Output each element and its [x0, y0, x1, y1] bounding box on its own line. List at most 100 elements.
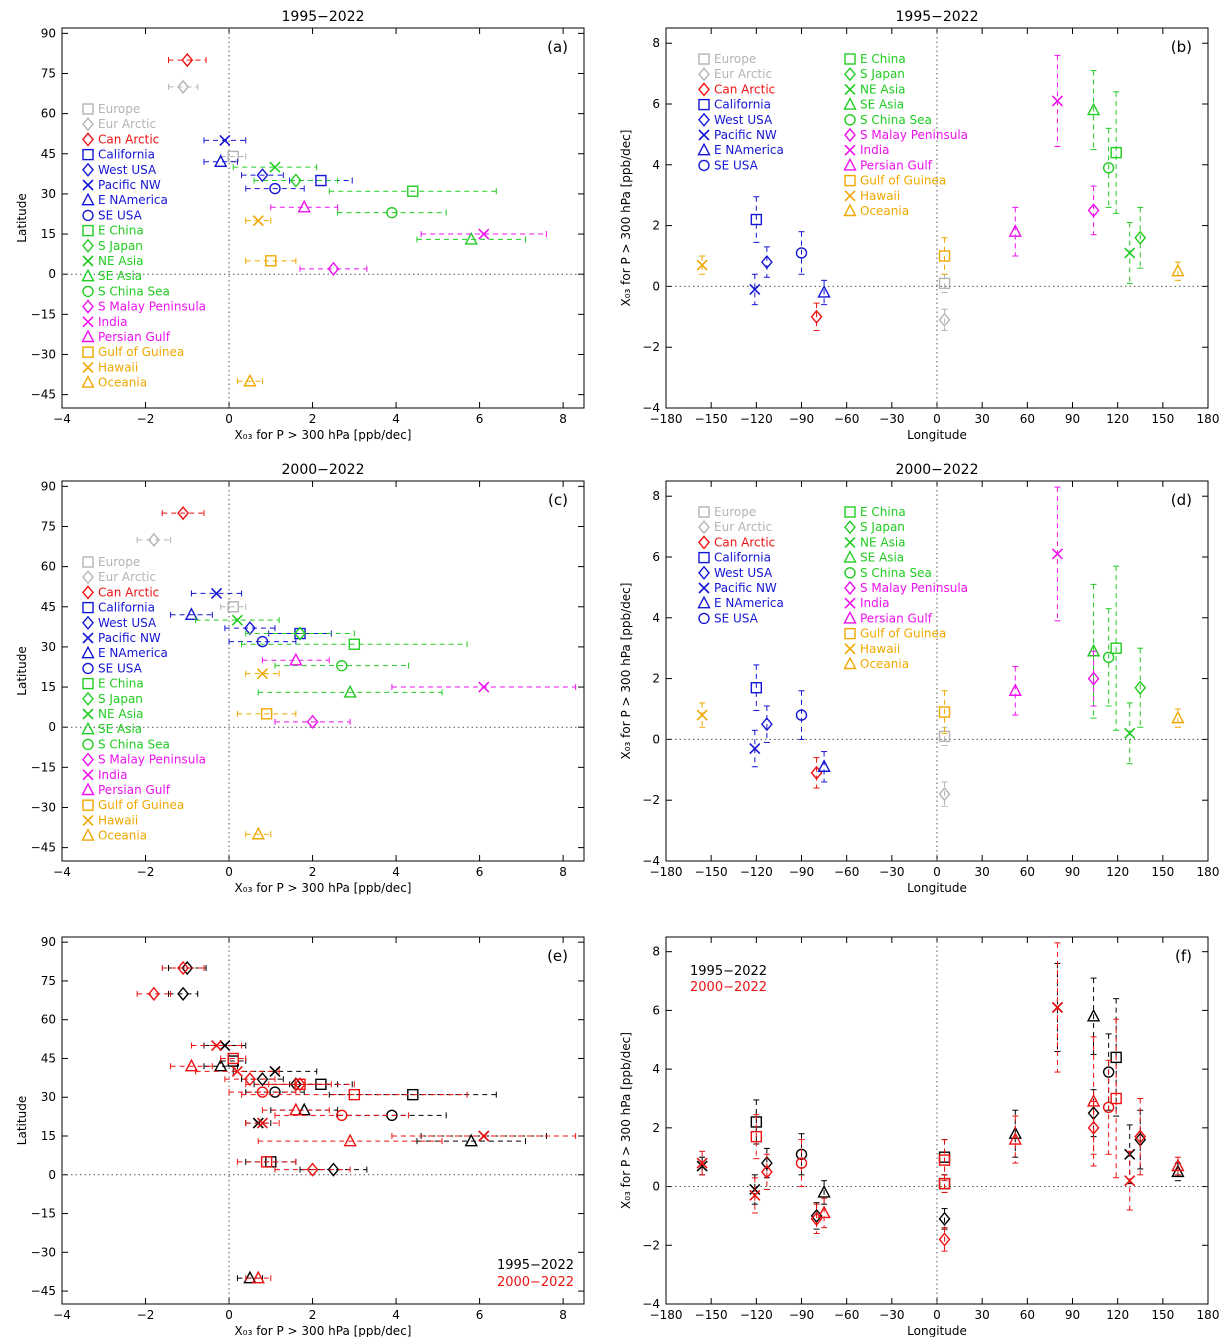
- x-tick-label: 150: [1151, 412, 1174, 426]
- panel-b: −180 −150 −120 −90 −60 −30 0 30 60 90 120 150 180−4−…: [619, 9, 1219, 442]
- legend-e-china-label: E China: [860, 52, 906, 66]
- y-tick-label: −45: [31, 388, 56, 402]
- marker-e-china: [348, 638, 361, 650]
- x-tick-label: 8: [559, 412, 567, 426]
- marker-california: [750, 213, 763, 226]
- legend-se-asia-icon: [843, 550, 857, 563]
- legend-ne-asia-label: NE Asia: [860, 535, 906, 549]
- legend-s-japan-icon: [844, 520, 856, 535]
- legend-s-malay-peninsula-label: S Malay Peninsula: [98, 300, 206, 314]
- marker-west-usa: [244, 621, 256, 636]
- legend-west-usa-label: West USA: [714, 566, 773, 580]
- x-tick-label: 6: [476, 1308, 484, 1322]
- legend-e-namerica-icon: [81, 645, 95, 659]
- x-tick-label: −120: [740, 412, 773, 426]
- marker-e-namerica: [214, 154, 228, 168]
- marker-pacific-nw: [749, 283, 761, 296]
- legend-california-label: California: [714, 98, 771, 112]
- legend-gulf-of-guinea-label: Gulf of Guinea: [860, 174, 946, 188]
- legend-e-china-icon: [82, 224, 94, 237]
- legend-persian-gulf-label: Persian Gulf: [98, 783, 171, 797]
- legend-period-2: 2000−2022: [690, 980, 767, 995]
- y-tick-label: −4: [642, 401, 660, 415]
- marker-gulf-of-guinea: [938, 706, 951, 718]
- marker-hawaii: [252, 215, 264, 227]
- x-tick-label: 2: [309, 1308, 317, 1322]
- legend-e-china-icon: [82, 677, 94, 690]
- legend-can-arctic-label: Can Arctic: [714, 535, 775, 549]
- marker-persian-gulf: [1008, 683, 1022, 696]
- panel-label: (f): [1175, 947, 1192, 965]
- x-tick-label: −4: [53, 865, 71, 879]
- panel-label: (a): [547, 38, 568, 56]
- x-tick-label: 0: [225, 412, 233, 426]
- legend-california-label: California: [714, 551, 771, 565]
- marker-s-japan: [294, 626, 306, 641]
- panel-d: −180 −150 −120 −90 −60 −30 0 30 60 90 120 150 180−4−…: [619, 462, 1219, 895]
- marker-can-arctic: [181, 960, 194, 976]
- marker-s-japan: [294, 1077, 306, 1092]
- y-tick-label: 6: [652, 550, 660, 564]
- marker-india: [478, 228, 490, 240]
- panel-label: (b): [1171, 38, 1192, 56]
- marker-s-china-sea: [1102, 162, 1115, 174]
- legend-europe-icon: [82, 556, 94, 568]
- legend-pacific-nw-label: Pacific NW: [714, 128, 777, 142]
- marker-s-japan: [1134, 680, 1147, 695]
- x-tick-label: 0: [225, 1308, 233, 1322]
- x-tick-label: 6: [476, 865, 484, 879]
- legend-oceania-label: Oceania: [860, 204, 909, 218]
- y-tick-label: 0: [652, 732, 660, 746]
- legend-e-namerica-icon: [697, 142, 711, 156]
- marker-e-china: [348, 1088, 361, 1101]
- y-tick-label: 15: [41, 680, 56, 694]
- marker-california: [750, 1130, 763, 1143]
- x-axis-label: X₀₃ for P > 300 hPa [ppb/dec]: [235, 428, 412, 442]
- y-tick-label: 6: [652, 1003, 660, 1017]
- marker-pacific-nw: [219, 134, 231, 146]
- marker-west-usa: [760, 1164, 773, 1179]
- y-tick-label: −4: [642, 1297, 660, 1311]
- x-tick-label: −90: [789, 865, 814, 879]
- legend-gulf-of-guinea-label: Gulf of Guinea: [98, 798, 184, 812]
- legend-california-label: California: [98, 601, 155, 615]
- plot-frame: [61, 27, 585, 409]
- x-tick-label: −60: [834, 1308, 859, 1322]
- x-tick-label: −2: [137, 412, 155, 426]
- x-tick-label: 30: [975, 865, 990, 879]
- marker-pacific-nw: [210, 587, 223, 599]
- y-tick-label: 75: [41, 66, 56, 80]
- marker-ne-asia: [1124, 247, 1136, 259]
- y-tick-label: −45: [31, 841, 56, 855]
- marker-se-asia: [464, 1133, 478, 1147]
- marker-s-malay-peninsula: [306, 1162, 319, 1177]
- marker-india: [1051, 1001, 1064, 1014]
- marker-india: [478, 1130, 490, 1142]
- legend-hawaii-label: Hawaii: [860, 642, 900, 656]
- y-tick-label: 8: [652, 36, 660, 50]
- legend-hawaii-icon: [82, 361, 94, 373]
- marker-s-malay-peninsula: [1087, 671, 1100, 686]
- x-tick-label: 180: [1197, 412, 1220, 426]
- legend-s-china-sea-icon: [844, 114, 856, 126]
- marker-west-usa: [244, 1072, 256, 1087]
- x-tick-label: −150: [695, 865, 728, 879]
- marker-s-china-sea: [386, 206, 398, 219]
- legend-s-china-sea-label: S China Sea: [860, 566, 932, 580]
- marker-persian-gulf: [1008, 224, 1022, 237]
- marker-ne-asia: [1124, 1175, 1136, 1187]
- y-tick-label: −45: [31, 1284, 56, 1298]
- panel-label: (e): [547, 947, 568, 965]
- marker-e-namerica: [817, 284, 831, 298]
- marker-oceania: [1171, 263, 1185, 277]
- y-tick-label: 60: [41, 560, 56, 574]
- marker-s-japan: [1134, 230, 1147, 245]
- legend-se-asia-icon: [843, 97, 857, 110]
- legend-europe-label: Europe: [714, 52, 756, 66]
- legend-europe-icon: [698, 53, 710, 65]
- y-tick-label: 15: [41, 227, 56, 241]
- marker-pacific-nw: [749, 1189, 761, 1201]
- marker-west-usa: [760, 717, 773, 732]
- legend-gulf-of-guinea-icon: [844, 174, 856, 187]
- legend-oceania-icon: [843, 656, 857, 670]
